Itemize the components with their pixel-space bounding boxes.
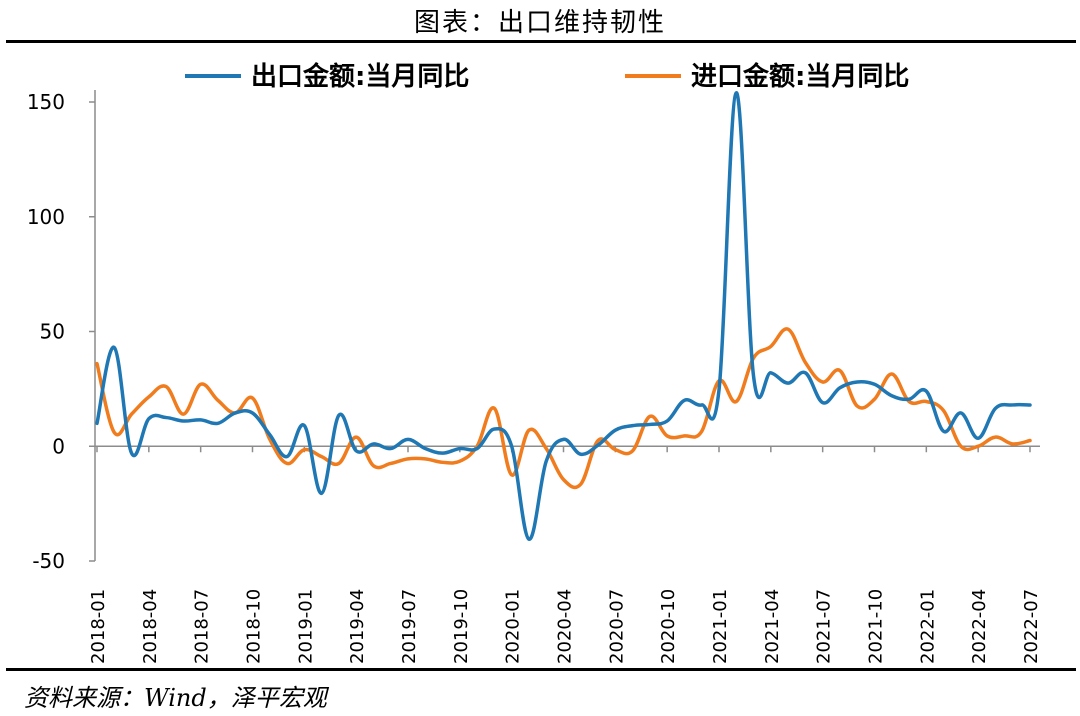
y-tick-label: 50 [40,320,65,344]
x-tick-label: 2019-04 [347,589,368,664]
x-tick-label: 2020-07 [606,589,627,664]
legend: 出口金额:当月同比 进口金额:当月同比 [185,61,909,92]
x-tick-label: 2018-04 [140,589,161,664]
x-tick-label: 2020-01 [503,589,524,664]
top-rule [6,40,1076,43]
series-line-import [95,327,1032,490]
bottom-rule [6,668,1076,671]
x-tick-label: 2022-07 [1021,589,1042,664]
x-tick-label: 2018-01 [88,589,109,664]
x-tick-label: 2018-10 [244,589,265,664]
legend-label-import: 进口金额:当月同比 [691,61,909,92]
y-tick-label: 150 [27,90,65,114]
x-tick-label: 2019-07 [399,589,420,664]
x-tick-label: 2020-10 [658,589,679,664]
x-tick-label: 2022-01 [917,589,938,664]
chart-title: 图表：出口维持韧性 [413,8,666,38]
y-axis: -50 0 50 100 150 [27,90,96,573]
x-tick-label: 2022-04 [969,589,990,664]
series-line-export [95,91,1032,541]
x-axis: 2018-01 2018-04 2018-07 2018-10 2019-01 2019-… [88,445,1042,664]
x-tick-label: 2019-01 [295,589,316,664]
source-note: 资料来源：Wind，泽平宏观 [24,684,327,712]
x-tick-label: 2021-01 [710,589,731,664]
y-tick-label: -50 [32,549,65,573]
legend-label-export: 出口金额:当月同比 [251,61,469,92]
x-tick-label: 2021-10 [866,589,887,664]
x-tick-label: 2019-10 [451,589,472,664]
y-tick-label: 100 [27,205,65,229]
series-layer [95,91,1032,541]
x-tick-label: 2018-07 [192,589,213,664]
y-tick-label: 0 [52,434,65,458]
x-tick-label: 2021-07 [814,589,835,664]
x-tick-label: 2020-04 [555,589,576,664]
x-tick-label: 2021-04 [762,589,783,664]
